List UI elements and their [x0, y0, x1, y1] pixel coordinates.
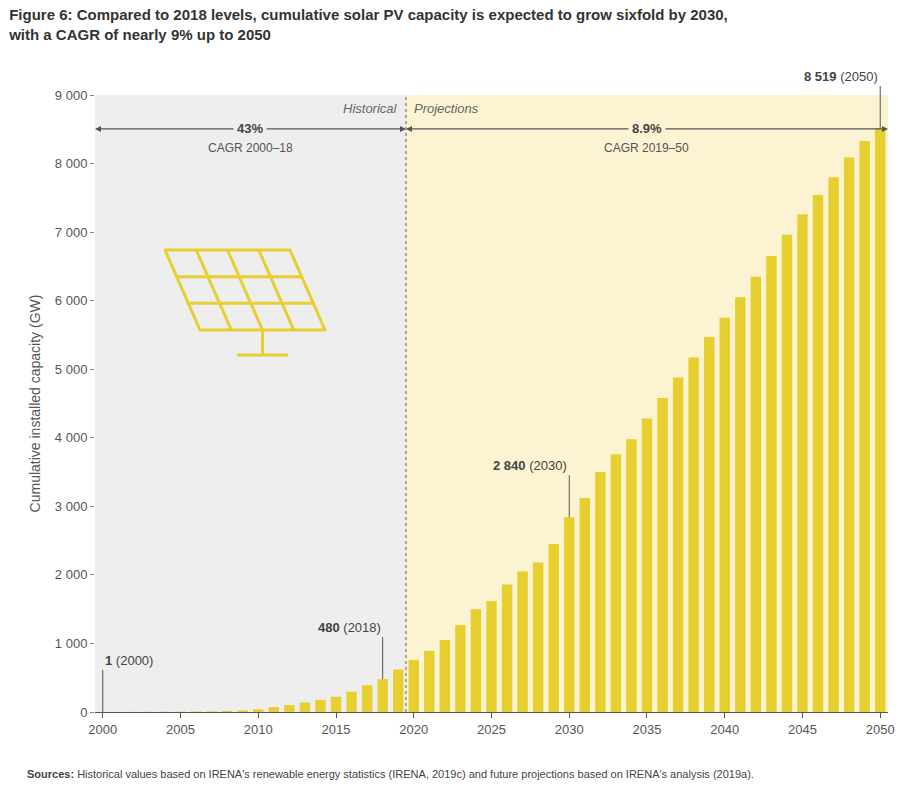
svg-text:2020: 2020: [399, 722, 428, 737]
svg-text:CAGR 2000–18: CAGR 2000–18: [208, 141, 293, 155]
svg-text:7 000: 7 000: [55, 225, 88, 240]
svg-text:2 840 (2030): 2 840 (2030): [493, 458, 567, 473]
svg-text:2045: 2045: [788, 722, 817, 737]
svg-text:2010: 2010: [244, 722, 273, 737]
svg-text:43%: 43%: [237, 121, 263, 136]
svg-text:Historical: Historical: [343, 101, 398, 116]
svg-text:8 000: 8 000: [55, 156, 88, 171]
svg-text:6 000: 6 000: [55, 293, 88, 308]
svg-text:Projections: Projections: [414, 101, 479, 116]
svg-text:2025: 2025: [477, 722, 506, 737]
svg-text:2030: 2030: [555, 722, 584, 737]
svg-text:8 519 (2050): 8 519 (2050): [804, 69, 878, 84]
svg-text:480 (2018): 480 (2018): [318, 620, 381, 635]
svg-text:2035: 2035: [633, 722, 662, 737]
svg-text:9 000: 9 000: [55, 88, 88, 103]
svg-text:4 000: 4 000: [55, 430, 88, 445]
svg-text:0: 0: [80, 705, 87, 720]
svg-text:2050: 2050: [866, 722, 895, 737]
svg-text:2 000: 2 000: [55, 567, 88, 582]
svg-text:3 000: 3 000: [55, 499, 88, 514]
svg-text:2005: 2005: [166, 722, 195, 737]
svg-text:2000: 2000: [88, 722, 117, 737]
svg-text:1 (2000): 1 (2000): [105, 653, 153, 668]
svg-text:2040: 2040: [710, 722, 739, 737]
svg-text:5 000: 5 000: [55, 362, 88, 377]
svg-text:Figure 6: Compared to 2018 lev: Figure 6: Compared to 2018 levels, cumul…: [8, 6, 728, 43]
svg-text:1 000: 1 000: [55, 636, 88, 651]
svg-text:8.9%: 8.9%: [632, 121, 662, 136]
svg-text:2015: 2015: [322, 722, 351, 737]
svg-text:CAGR 2019–50: CAGR 2019–50: [604, 141, 689, 155]
svg-text:Sources: Historical values bas: Sources: Historical values based on IREN…: [27, 768, 754, 780]
svg-text:Cumulative installed capacity: Cumulative installed capacity (GW): [27, 295, 43, 513]
